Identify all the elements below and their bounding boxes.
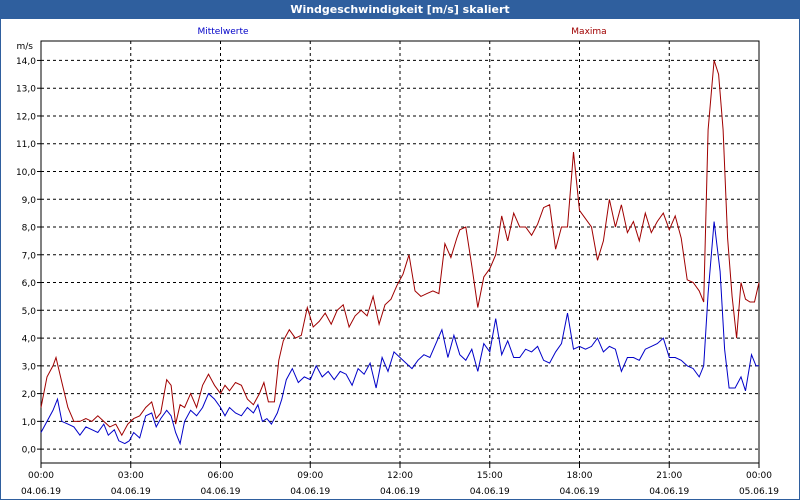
- x-tick-time-label: 03:00: [118, 471, 144, 481]
- x-tick-time-label: 15:00: [477, 471, 503, 481]
- series-line-maxima: [40, 60, 760, 437]
- x-tick-date-label: 04.06.19: [649, 487, 689, 497]
- x-tick-date-label: 04.06.19: [21, 487, 61, 497]
- y-tick-label: 8,0: [22, 224, 37, 234]
- x-tick-date-label: 04.06.19: [559, 487, 599, 497]
- x-tick-date-label: 04.06.19: [290, 487, 330, 497]
- y-tick-label: 10,0: [16, 168, 36, 178]
- y-tick-label: 9,0: [22, 196, 37, 206]
- legend-maxima: Maxima: [571, 27, 606, 37]
- x-tick-time-label: 12:00: [387, 471, 413, 481]
- x-tick-time-label: 18:00: [567, 471, 593, 481]
- x-tick-time-label: 06:00: [208, 471, 234, 481]
- x-tick-time-label: 00:00: [28, 471, 54, 481]
- x-tick-date-label: 04.06.19: [470, 487, 510, 497]
- x-tick-date-label: 04.06.19: [200, 487, 240, 497]
- y-tick-label: 3,0: [22, 362, 37, 372]
- y-tick-label: 11,0: [16, 140, 36, 150]
- y-tick-label: 7,0: [22, 251, 37, 261]
- x-tick-date-label: 04.06.19: [380, 487, 420, 497]
- y-tick-label: 13,0: [16, 85, 36, 95]
- y-tick-label: 12,0: [16, 112, 36, 122]
- y-tick-label: 4,0: [22, 335, 37, 345]
- y-tick-label: 14,0: [16, 57, 36, 67]
- x-tick-date-label: 04.06.19: [111, 487, 151, 497]
- window-title: Windgeschwindigkeit [m/s] skaliert: [1, 1, 799, 19]
- y-tick-label: 2,0: [22, 390, 37, 400]
- legend-mittelwerte: Mittelwerte: [197, 27, 248, 37]
- y-tick-label: 6,0: [22, 279, 37, 289]
- y-axis-label: m/s: [17, 42, 34, 52]
- y-tick-label: 5,0: [22, 307, 37, 317]
- x-tick-date-label: 05.06.19: [739, 487, 779, 497]
- y-tick-label: 0,0: [22, 446, 37, 456]
- x-tick-time-label: 00:00: [746, 471, 772, 481]
- x-tick-time-label: 09:00: [297, 471, 323, 481]
- y-tick-label: 1,0: [22, 418, 37, 428]
- x-tick-time-label: 21:00: [656, 471, 682, 481]
- series-line-mittelwerte: [40, 221, 759, 446]
